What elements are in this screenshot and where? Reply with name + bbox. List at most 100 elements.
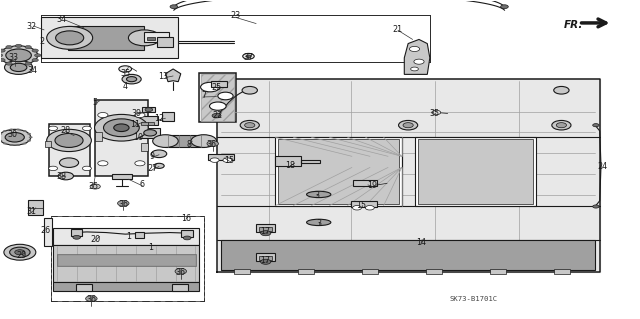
Bar [426,269,442,274]
Bar [278,139,399,204]
Text: 26: 26 [40,226,51,234]
Circle shape [35,54,41,57]
Text: 15: 15 [224,156,234,165]
Circle shape [0,129,31,145]
Circle shape [3,130,6,132]
Text: 4: 4 [123,82,128,91]
Ellipse shape [307,191,331,197]
Circle shape [23,143,27,145]
Bar [181,230,193,237]
Bar [76,284,92,291]
Circle shape [23,130,27,132]
Bar [208,154,234,160]
Text: 27: 27 [147,164,157,173]
Text: 9: 9 [150,152,155,161]
Circle shape [0,49,5,52]
Circle shape [0,140,3,142]
Circle shape [47,26,93,49]
Circle shape [104,119,140,137]
Circle shape [98,161,108,166]
Text: 36: 36 [86,295,97,304]
Circle shape [552,121,571,130]
Text: 7: 7 [201,92,206,100]
Text: 5: 5 [93,98,98,107]
Bar [57,254,196,266]
Polygon shape [166,135,204,147]
Text: 3: 3 [314,190,319,200]
Text: SK73-B1701C: SK73-B1701C [449,296,497,302]
Circle shape [244,88,252,92]
Circle shape [593,123,599,127]
Circle shape [55,133,83,147]
Circle shape [6,46,12,49]
Text: 11: 11 [130,120,140,129]
Bar [51,216,204,301]
Text: 33: 33 [8,53,19,62]
Circle shape [29,136,33,138]
Circle shape [593,205,599,208]
Circle shape [223,158,232,162]
Circle shape [32,58,38,62]
Circle shape [58,172,74,180]
Polygon shape [53,245,198,282]
Circle shape [210,158,219,162]
Bar [135,232,145,238]
Circle shape [260,231,271,236]
Text: 25: 25 [211,83,221,92]
Circle shape [365,205,374,210]
Bar [234,269,250,274]
Text: FR.: FR. [564,20,583,31]
Circle shape [0,136,1,138]
Circle shape [135,113,145,118]
Circle shape [170,5,178,9]
Circle shape [86,296,97,301]
Text: 34: 34 [56,15,67,24]
Text: 18: 18 [285,161,295,170]
Circle shape [191,135,216,147]
Bar [490,269,506,274]
Circle shape [353,205,362,210]
Circle shape [209,102,226,110]
Text: 35: 35 [88,182,99,191]
Circle shape [127,77,137,82]
Circle shape [432,110,441,115]
Circle shape [154,163,164,168]
Circle shape [60,158,79,167]
Circle shape [556,123,566,128]
Circle shape [32,49,38,52]
Bar [68,26,145,50]
Bar [163,112,173,121]
Bar [157,37,173,47]
Circle shape [28,140,31,142]
Bar [256,224,275,232]
Circle shape [5,132,24,142]
Text: 29: 29 [17,251,27,260]
Bar [418,139,532,204]
Circle shape [410,47,420,51]
Text: 24: 24 [597,162,607,171]
Bar [143,107,156,113]
Bar [351,201,378,207]
Bar [259,256,272,260]
Circle shape [15,44,22,48]
Circle shape [118,200,129,206]
Text: 17: 17 [260,256,271,265]
Bar [256,253,275,261]
Circle shape [6,62,12,65]
Circle shape [10,63,27,71]
Text: 36: 36 [118,200,128,209]
Bar [141,143,148,151]
Circle shape [9,144,13,146]
Text: 8: 8 [187,140,191,149]
Circle shape [145,108,153,112]
Circle shape [15,250,25,255]
Text: 22: 22 [212,111,223,120]
Circle shape [83,126,92,130]
Circle shape [0,54,3,57]
Circle shape [17,129,20,130]
Text: 38: 38 [56,172,67,181]
Bar [172,284,188,291]
Polygon shape [53,228,198,245]
Bar [221,240,595,270]
Bar [211,81,227,87]
